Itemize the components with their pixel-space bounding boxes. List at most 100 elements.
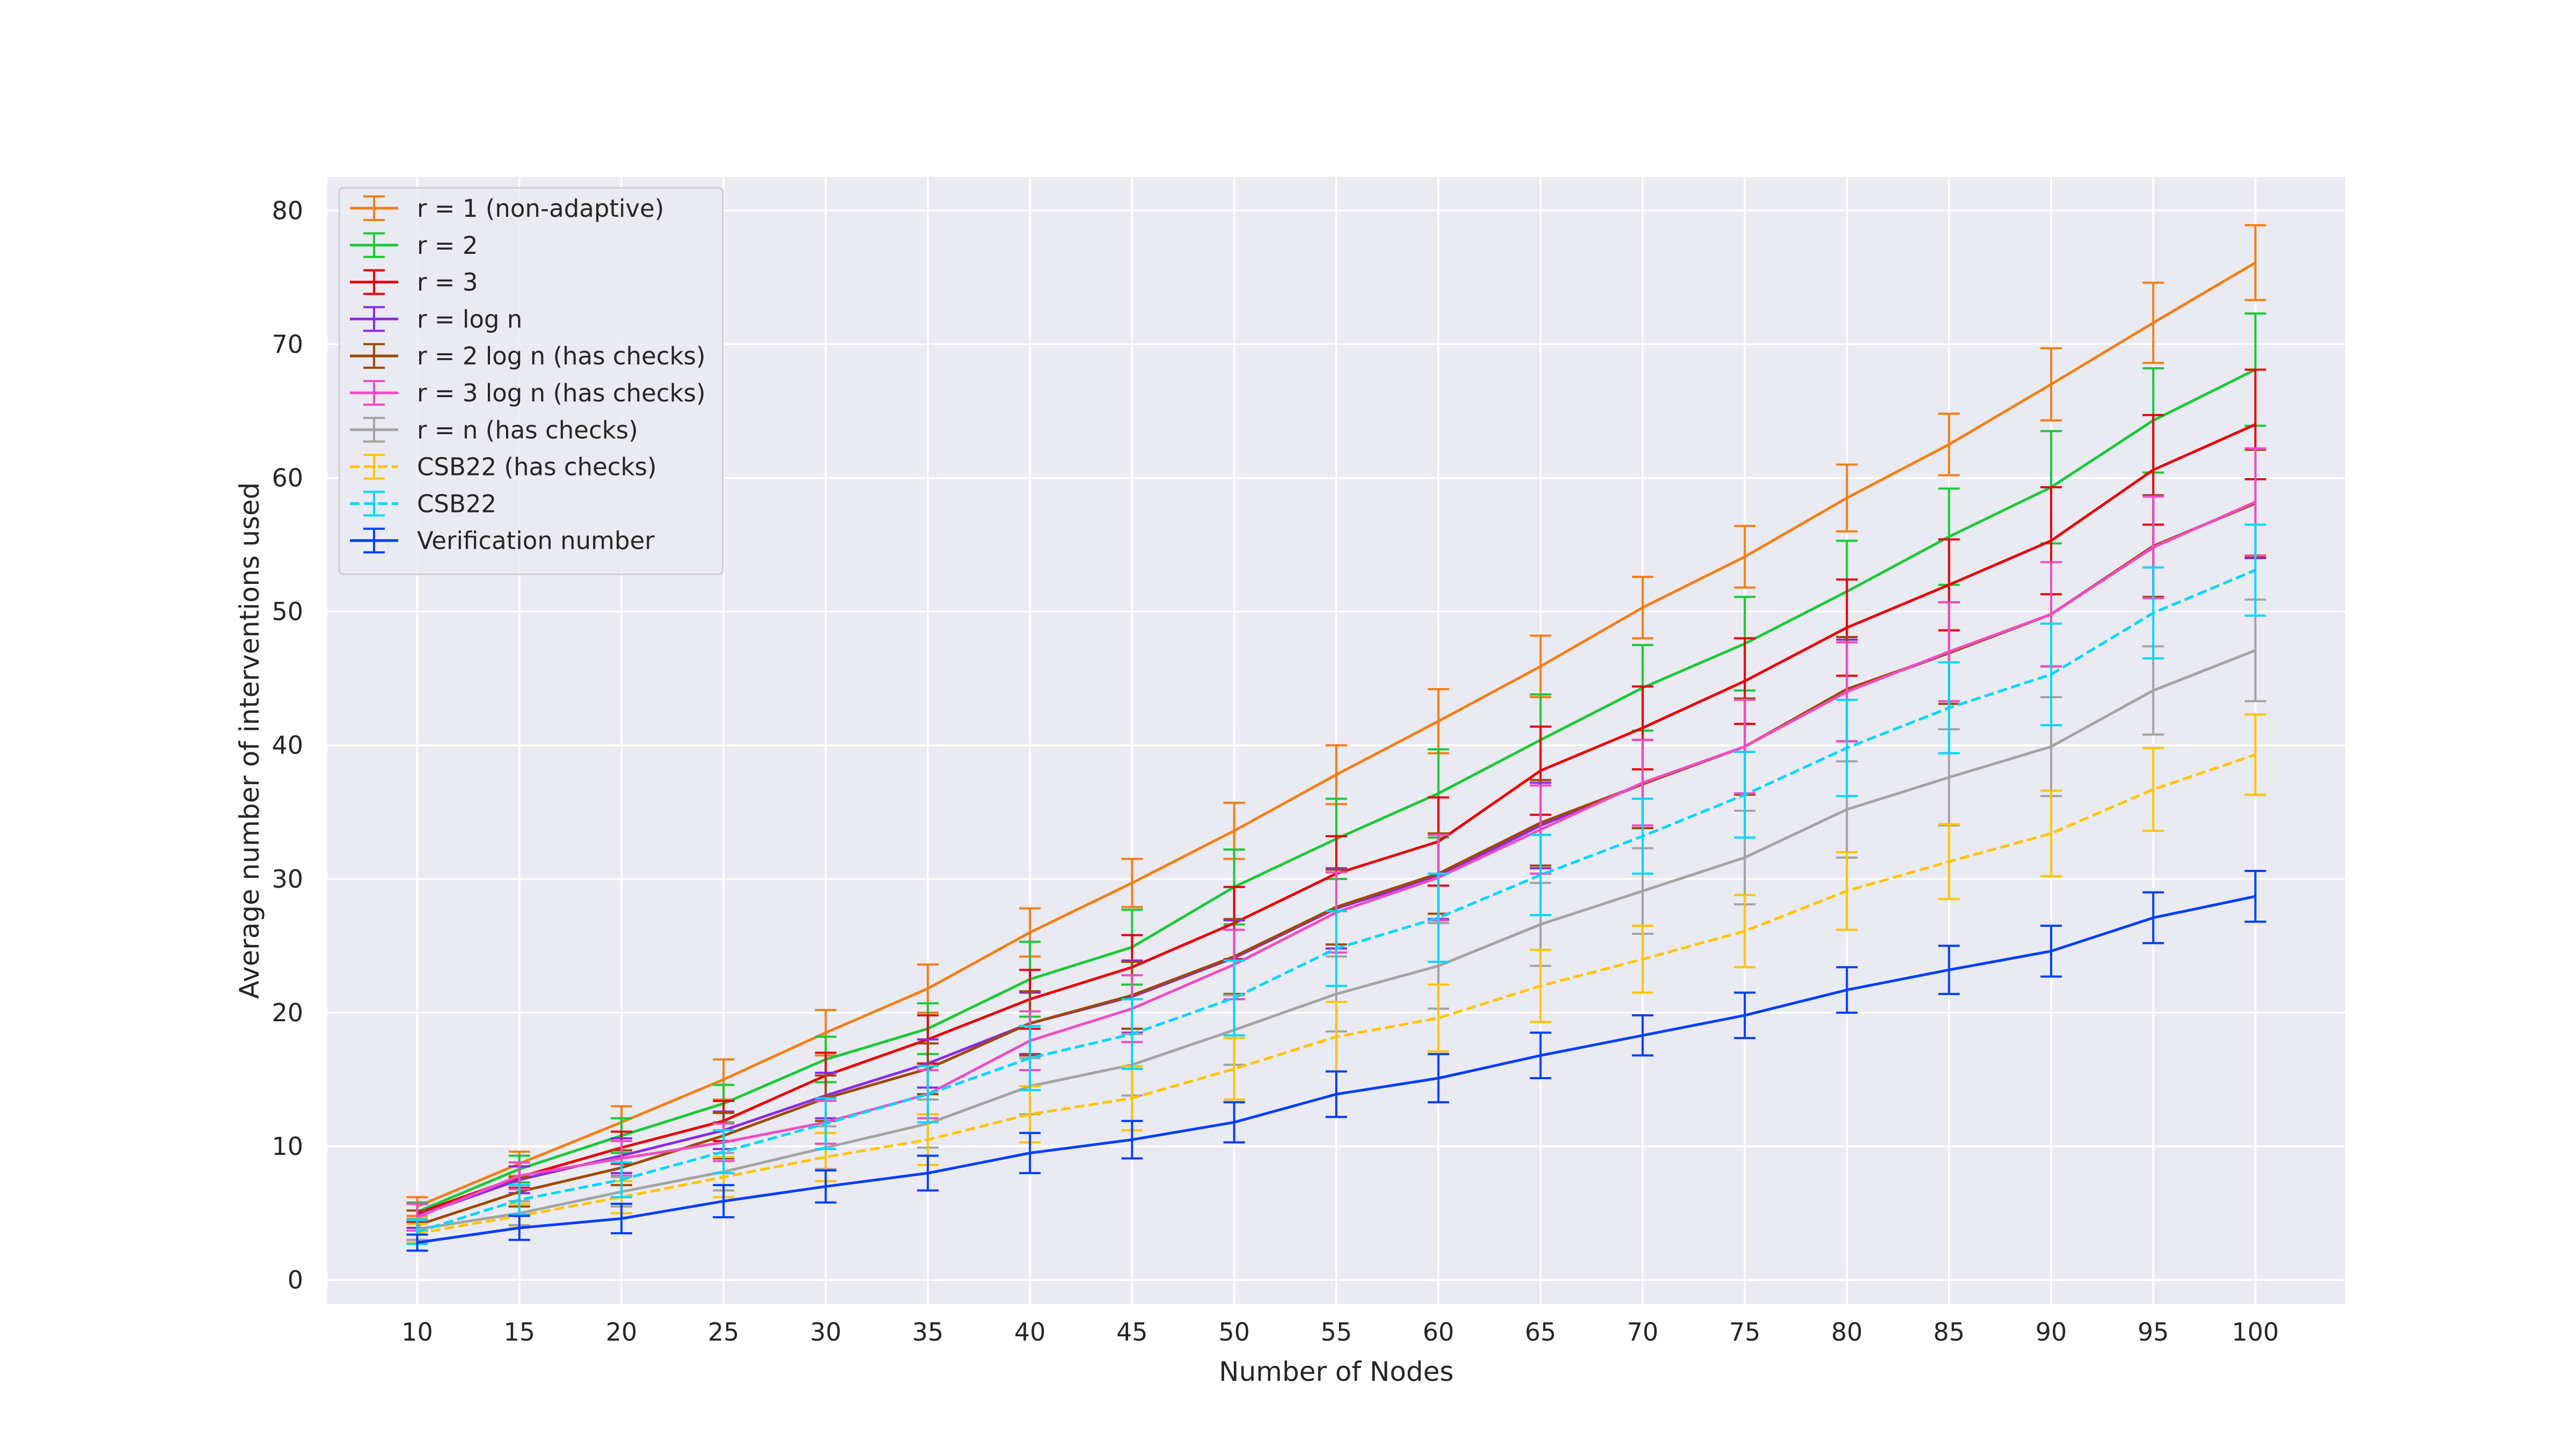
error-bar bbox=[2040, 925, 2062, 978]
legend-item: CSB22 bbox=[350, 489, 496, 518]
error-bar bbox=[1836, 851, 1858, 931]
error-bar bbox=[2244, 869, 2266, 923]
error-bar bbox=[2244, 224, 2266, 302]
error-bar bbox=[1223, 1037, 1245, 1101]
error-bar bbox=[2040, 623, 2062, 727]
error-bar bbox=[2142, 281, 2164, 364]
x-tick-label: 75 bbox=[1729, 1318, 1761, 1346]
error-bar bbox=[2142, 891, 2164, 945]
error-bar bbox=[1631, 575, 1653, 640]
x-tick-label: 90 bbox=[2036, 1318, 2067, 1346]
error-bar bbox=[1019, 1132, 1041, 1174]
x-tick-label: 30 bbox=[810, 1318, 841, 1346]
legend-item: r = 3 bbox=[350, 268, 478, 297]
legend-box bbox=[338, 187, 724, 575]
error-bar bbox=[611, 1161, 633, 1198]
y-tick-label: 80 bbox=[272, 196, 303, 225]
x-axis-title: Number of Nodes bbox=[1219, 1356, 1453, 1387]
error-bar bbox=[1223, 959, 1245, 1037]
x-tick-label: 45 bbox=[1116, 1318, 1148, 1346]
error-bar bbox=[1121, 1119, 1143, 1160]
error-bar bbox=[508, 1184, 530, 1216]
x-tick-label: 100 bbox=[2232, 1318, 2279, 1346]
legend-label: Verification number bbox=[417, 526, 655, 555]
legend-label: r = log n bbox=[417, 305, 522, 333]
error-bar bbox=[1938, 412, 1960, 477]
error-bar bbox=[2142, 747, 2164, 832]
x-tick-label: 35 bbox=[912, 1318, 944, 1346]
error-bar bbox=[1529, 833, 1552, 917]
error-bar bbox=[406, 1233, 428, 1252]
error-bar bbox=[713, 1184, 735, 1219]
x-tick-label: 25 bbox=[708, 1318, 740, 1346]
x-tick-labels: 10 15 20 25 30 35 40 45 50 55 60 65 70 75 80 85 90 95 100 bbox=[401, 1318, 2279, 1346]
legend-label: r = 2 bbox=[417, 231, 478, 260]
error-bar bbox=[917, 1154, 939, 1192]
error-bar bbox=[2040, 347, 2062, 422]
x-tick-label: 80 bbox=[1831, 1318, 1863, 1346]
error-bar bbox=[1326, 1070, 1347, 1118]
x-tick-label: 10 bbox=[401, 1318, 433, 1346]
x-tick-label: 55 bbox=[1321, 1318, 1352, 1346]
error-bar bbox=[1529, 948, 1552, 1023]
legend-item: r = 2 bbox=[350, 231, 478, 260]
error-bar bbox=[1223, 1101, 1245, 1144]
legend-item: r = n (has checks) bbox=[350, 416, 638, 444]
x-tick-label: 70 bbox=[1627, 1318, 1659, 1346]
series-group bbox=[406, 224, 2266, 1252]
error-bar bbox=[1938, 823, 1960, 901]
error-bar bbox=[1121, 858, 1143, 909]
legend-item: r = 2 log n (has checks) bbox=[350, 342, 706, 370]
error-bar bbox=[2244, 713, 2266, 796]
legend-item: r = log n bbox=[350, 305, 522, 333]
y-axis-title: Average number of interventions used bbox=[234, 482, 265, 999]
x-tick-label: 85 bbox=[1933, 1318, 1965, 1346]
y-tick-label: 10 bbox=[272, 1132, 303, 1161]
error-bar bbox=[1326, 910, 1347, 987]
x-tick-label: 20 bbox=[606, 1318, 638, 1346]
error-bar bbox=[1121, 998, 1143, 1070]
legend-label: CSB22 bbox=[417, 489, 496, 518]
error-bar bbox=[1631, 925, 1653, 994]
x-tick-label: 40 bbox=[1014, 1318, 1046, 1346]
y-tick-labels: 0 10 20 30 40 50 60 70 80 bbox=[272, 196, 303, 1294]
legend-label: r = 3 log n (has checks) bbox=[417, 379, 706, 407]
error-bar bbox=[1836, 699, 1858, 797]
legend-label: r = 3 bbox=[417, 268, 478, 297]
error-bar bbox=[713, 1129, 735, 1174]
error-bar bbox=[1631, 1014, 1653, 1057]
error-bar bbox=[815, 1097, 837, 1151]
legend: r = 1 (non-adaptive) r = 2 r = 3 r = log n r… bbox=[338, 187, 724, 575]
error-bar bbox=[1428, 1053, 1450, 1103]
legend-label: CSB22 (has checks) bbox=[417, 453, 657, 481]
error-bar bbox=[1631, 797, 1653, 875]
legend-item: r = 1 (non-adaptive) bbox=[350, 194, 664, 223]
error-bar bbox=[1938, 661, 1960, 755]
error-bar bbox=[1836, 463, 1858, 533]
error-bar bbox=[917, 1065, 939, 1124]
error-bar bbox=[508, 1214, 530, 1241]
legend-item: Verification number bbox=[350, 526, 655, 555]
y-tick-label: 0 bbox=[288, 1265, 303, 1294]
error-bar bbox=[1734, 525, 1756, 589]
error-bar bbox=[2142, 566, 2164, 660]
y-tick-label: 50 bbox=[272, 597, 303, 626]
y-tick-label: 30 bbox=[272, 865, 303, 894]
legend-item: r = 3 log n (has checks) bbox=[350, 379, 706, 407]
legend-label: r = n (has checks) bbox=[417, 416, 638, 444]
x-tick-label: 65 bbox=[1525, 1318, 1556, 1346]
x-tick-label: 60 bbox=[1423, 1318, 1454, 1346]
y-tick-label: 70 bbox=[272, 330, 303, 358]
series-9 bbox=[406, 869, 2266, 1252]
error-bar bbox=[1428, 872, 1450, 963]
legend-item: CSB22 (has checks) bbox=[350, 453, 657, 481]
error-bar bbox=[611, 1203, 633, 1234]
error-bar bbox=[1734, 894, 1756, 969]
error-bar bbox=[1836, 966, 1858, 1014]
legend-label: r = 2 log n (has checks) bbox=[417, 342, 706, 370]
series-8 bbox=[406, 523, 2266, 1245]
legend-label: r = 1 (non-adaptive) bbox=[417, 194, 664, 223]
x-tick-label: 15 bbox=[503, 1318, 535, 1346]
y-tick-label: 40 bbox=[272, 731, 303, 760]
